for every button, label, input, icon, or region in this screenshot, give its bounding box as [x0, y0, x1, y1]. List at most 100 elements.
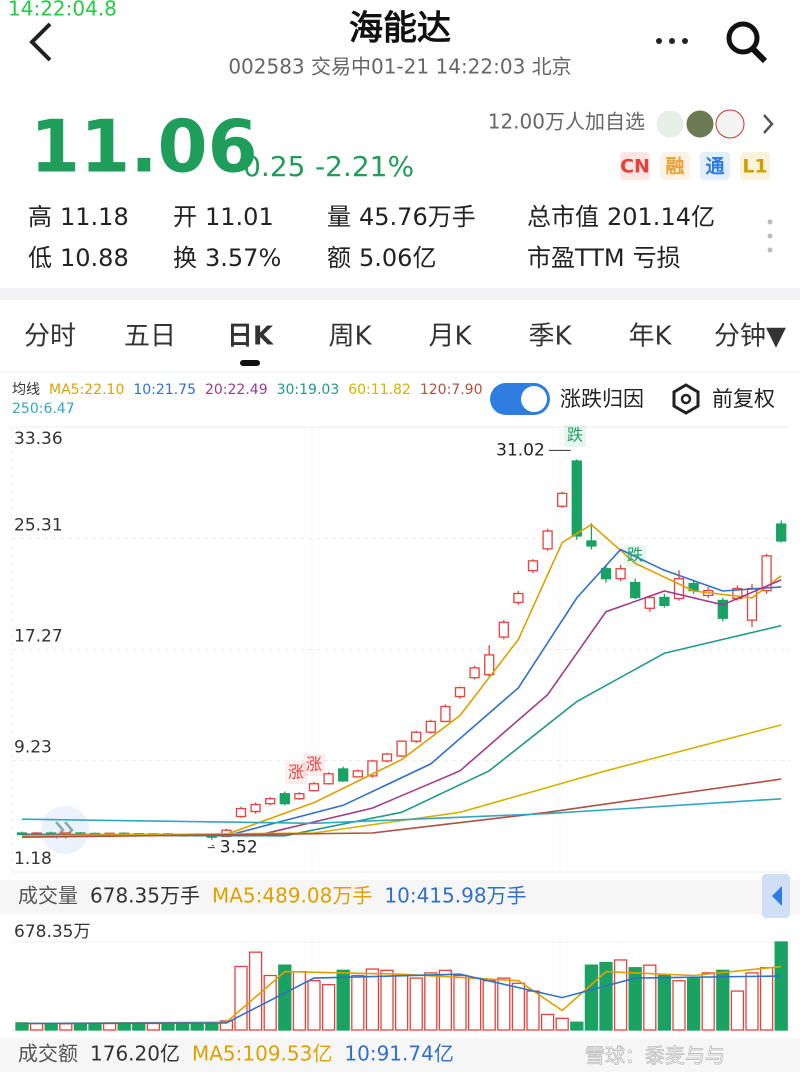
- candle-body: [352, 770, 363, 778]
- back-button[interactable]: [29, 22, 52, 62]
- tab: 分时: [24, 322, 76, 352]
- volume-bar: [540, 1013, 555, 1031]
- volume-bar: [88, 1023, 102, 1031]
- status-time: 14:22:04.8: [8, 0, 117, 21]
- candle-body: [484, 654, 495, 676]
- candle-body: [469, 667, 480, 679]
- candle-body: [571, 460, 582, 537]
- volume-bar: [146, 1022, 161, 1031]
- candle-body: [615, 568, 626, 580]
- candle-body: [294, 793, 305, 800]
- volume-bar: [453, 974, 467, 1031]
- ma-legend: MA5:22.10: [49, 382, 124, 398]
- ma-legend: 60:11.82: [348, 382, 411, 398]
- tag-box: [740, 152, 770, 180]
- ma-line: [21, 548, 782, 837]
- chevron[interactable]: [763, 114, 774, 134]
- turnover-strip: [0, 1038, 800, 1072]
- volume-legend-strip: [0, 880, 800, 914]
- volume-bar: [482, 980, 496, 1031]
- candle-body: [659, 596, 670, 607]
- ma-line: [21, 798, 782, 825]
- signal: 跌: [627, 546, 643, 565]
- signal-box: [303, 754, 325, 776]
- candle-body: [630, 581, 641, 599]
- settings-icon-dot: [680, 393, 692, 405]
- ma-legend: 30:19.03: [277, 382, 340, 398]
- volume-bar: [497, 977, 511, 1031]
- tag-box: [660, 152, 690, 180]
- settings-icon[interactable]: [672, 383, 700, 415]
- volume-bar: [365, 968, 380, 1031]
- tab: 分钟▼: [714, 322, 786, 352]
- toggle-label[interactable]: 涨跌归因: [560, 387, 644, 411]
- stat-value: 10.88: [60, 244, 129, 272]
- candle-body: [308, 783, 320, 792]
- stat-value: 201.14亿: [607, 203, 715, 231]
- volume-legend: 678.35万手: [90, 884, 200, 908]
- tag: 融: [665, 156, 684, 178]
- candle-body: [235, 807, 247, 818]
- volume-bar: [599, 961, 613, 1031]
- volume-legend: 成交量: [18, 884, 78, 908]
- volume-bar: [307, 980, 321, 1031]
- candle-body: [396, 740, 407, 757]
- tab-indicator: [240, 360, 260, 366]
- float-button[interactable]: [41, 806, 89, 854]
- volume-bar: [29, 1022, 44, 1031]
- candle-body: [776, 523, 787, 542]
- toggle-knob: [521, 386, 547, 412]
- volume-bar: [336, 969, 350, 1031]
- candle-body: [250, 803, 261, 813]
- ma-legend: 20:22.49: [205, 382, 268, 398]
- candle-body: [527, 560, 539, 572]
- tab: 年K: [628, 322, 672, 352]
- volume-bar: [102, 1022, 117, 1031]
- watermark: 雪球：黍麦与与: [585, 1044, 725, 1068]
- ma-line: [21, 778, 782, 838]
- candle-body: [381, 753, 393, 762]
- volume-bar: [745, 972, 759, 1031]
- stat-value: 11.18: [60, 203, 129, 231]
- ma-line: [21, 624, 782, 837]
- stat-label: 额: [327, 244, 351, 272]
- candle-body: [323, 773, 334, 785]
- y-tick-label: 678.35万: [14, 922, 90, 942]
- candle-body: [600, 568, 612, 580]
- volume-bar: [686, 977, 701, 1031]
- stat-label: 低: [28, 244, 52, 272]
- candle-body: [717, 599, 728, 619]
- ma-line: [21, 579, 782, 837]
- more-button[interactable]: [656, 38, 688, 44]
- candle-body: [367, 760, 378, 777]
- candle-body: [279, 793, 290, 805]
- ma-line: [21, 724, 782, 837]
- volume-ma-line: [21, 965, 782, 1025]
- v-grid: [11, 427, 561, 1030]
- annotation: 3.52: [220, 838, 258, 858]
- annotation: 31.02: [496, 440, 545, 460]
- stat-label: 总市值: [527, 203, 599, 231]
- y-tick-label: 33.36: [14, 429, 63, 449]
- volume-bar: [467, 977, 482, 1031]
- volume-bar: [190, 1022, 204, 1031]
- adjust-label[interactable]: 前复权: [712, 387, 775, 411]
- tab: 五日: [124, 322, 176, 352]
- stat-label: 换: [173, 244, 197, 272]
- candle-body: [761, 555, 772, 592]
- volume-bar: [44, 1022, 58, 1031]
- tab: 季K: [528, 322, 572, 352]
- volume-bar: [511, 982, 526, 1031]
- volume-bar: [394, 974, 409, 1031]
- stat-label: 市盈TTM: [527, 244, 625, 272]
- change: -0.25: [233, 150, 305, 183]
- y-tick-label: 9.23: [14, 738, 52, 758]
- tab: 周K: [328, 322, 372, 352]
- volume-bar: [424, 972, 438, 1031]
- volume-legend: 10:415.98万手: [384, 884, 526, 908]
- volume-bar: [570, 1021, 584, 1031]
- ma-line: [22, 523, 782, 836]
- title: 海能达: [349, 9, 451, 49]
- search-button[interactable]: [726, 21, 768, 64]
